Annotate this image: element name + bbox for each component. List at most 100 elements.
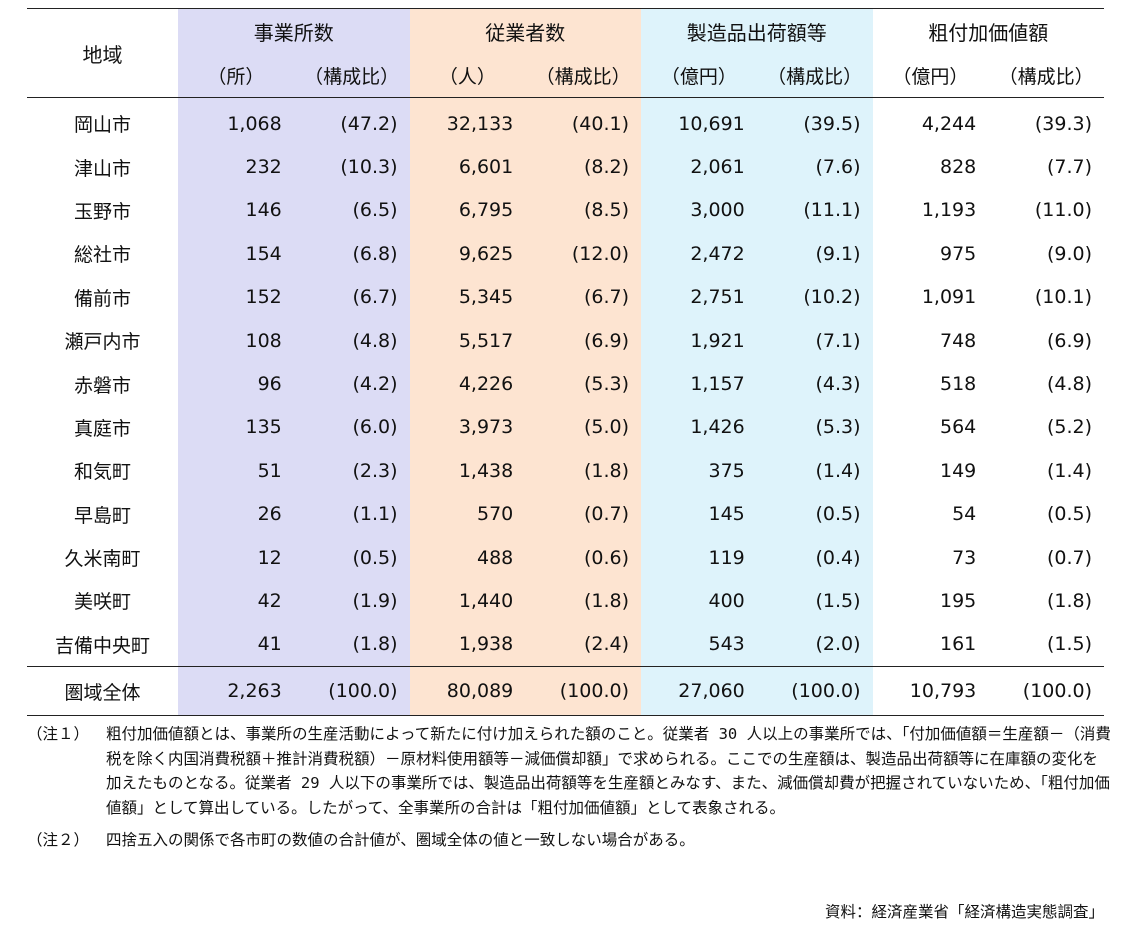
value-cell: (2.0) (756, 622, 873, 667)
value-cell: 2,751 (641, 275, 757, 319)
value-cell: 26 (178, 492, 294, 536)
region-cell: 備前市 (73, 287, 131, 310)
note-label: （注１） (27, 725, 90, 743)
region-cell: 久米南町 (64, 548, 141, 571)
value-cell: 6,795 (409, 188, 526, 233)
note-text: 四捨五入の関係で各市町の数値の合計値が、圏域全体の値と一致しない場合がある。 (106, 831, 695, 849)
value-cell: (7.7) (1046, 156, 1092, 179)
value-cell: (1.1) (293, 492, 410, 536)
value-cell: (2.4) (525, 622, 641, 667)
value-cell: (7.6) (756, 145, 873, 189)
value-cell: 570 (409, 492, 526, 536)
value-cell: (47.2) (293, 97, 410, 146)
value-cell: (0.4) (756, 535, 873, 580)
value-cell: 564 (939, 416, 977, 439)
unit-header: （億円） (872, 54, 989, 98)
table-row: 玉野市 146 (6.5) 6,795 (8.5) 3,000 (11.1) 1,193 (11… (27, 188, 1104, 233)
value-cell: 1,068 (178, 97, 294, 146)
total-cell: 80,089 (409, 666, 526, 717)
value-cell: (1.5) (1046, 633, 1092, 656)
value-cell: (9.0) (1046, 242, 1092, 265)
value-cell: (10.1) (1034, 286, 1092, 309)
group-header-employees: 従業者数 (409, 8, 641, 54)
total-cell: (100.0) (988, 666, 1104, 717)
unit-header: （構成比） (525, 54, 641, 98)
note-label: （注２） (27, 831, 90, 849)
table-total: 圏域全体 2,263 (100.0) 80,089 (100.0) 27,060… (27, 666, 1104, 717)
value-cell: (0.7) (1046, 546, 1092, 569)
value-cell: 161 (939, 633, 977, 656)
value-cell: 518 (939, 373, 977, 396)
value-cell: 135 (178, 405, 294, 450)
unit-header: （所） (178, 54, 294, 98)
value-cell: (0.5) (756, 492, 873, 536)
value-cell: (0.6) (525, 535, 641, 580)
value-cell: (40.1) (525, 97, 641, 146)
value-cell: 4,244 (921, 112, 977, 135)
value-cell: (11.1) (756, 188, 873, 233)
statistics-table: 地域 事業所数 従業者数 製造品出荷額等 粗付加価値額 （所） （構成比） （人… (27, 8, 1104, 717)
value-cell: (1.8) (293, 622, 410, 667)
region-cell: 真庭市 (73, 417, 131, 440)
value-cell: (6.5) (293, 188, 410, 233)
value-cell: (6.9) (1046, 329, 1092, 352)
table-row: 瀬戸内市 108 (4.8) 5,517 (6.9) 1,921 (7.1) 748 (6.9) (27, 318, 1104, 363)
value-cell: (1.8) (525, 579, 641, 623)
group-header-shipments: 製造品出荷額等 (641, 8, 873, 54)
value-cell: 51 (178, 449, 294, 493)
total-label: 圏域全体 (27, 666, 178, 717)
value-cell: (39.3) (1034, 112, 1092, 135)
note-1: （注１） 粗付加価値額とは、事業所の生産活動によって新たに付け加えられた額のこと… (27, 722, 1112, 820)
value-cell: (6.7) (525, 275, 641, 319)
value-cell: 54 (952, 503, 977, 526)
value-cell: 149 (939, 459, 977, 482)
value-cell: (4.8) (293, 318, 410, 363)
value-cell: 748 (939, 329, 977, 352)
value-cell: 1,193 (921, 199, 977, 222)
table-row: 津山市 232 (10.3) 6,601 (8.2) 2,061 (7.6) 828 (7.7) (27, 145, 1104, 189)
table-row: 真庭市 135 (6.0) 3,973 (5.0) 1,426 (5.3) 564 (5.2) (27, 405, 1104, 450)
table-row: 美咲町 42 (1.9) 1,440 (1.8) 400 (1.5) 195 (1.8) (27, 579, 1104, 623)
unit-header: （構成比） (293, 54, 410, 98)
value-cell: (12.0) (525, 232, 641, 276)
region-cell: 美咲町 (73, 591, 131, 614)
table-row: 備前市 152 (6.7) 5,345 (6.7) 2,751 (10.2) 1,091 (10… (27, 275, 1104, 319)
value-cell: 119 (641, 535, 757, 580)
value-cell: 154 (178, 232, 294, 276)
unit-header: （人） (409, 54, 526, 98)
total-cell: (100.0) (756, 666, 873, 717)
value-cell: (5.3) (756, 405, 873, 450)
value-cell: (6.9) (525, 318, 641, 363)
region-cell: 津山市 (73, 157, 131, 180)
value-cell: 96 (178, 362, 294, 406)
value-cell: (4.3) (756, 362, 873, 406)
value-cell: (11.0) (1034, 199, 1092, 222)
value-cell: 41 (178, 622, 294, 667)
source-credit: 資料：経済産業省「経済構造実態調査」 (824, 903, 1104, 921)
region-cell: 玉野市 (73, 200, 131, 223)
value-cell: 1,091 (921, 286, 977, 309)
value-cell: 1,157 (641, 362, 757, 406)
value-cell: (5.2) (1046, 416, 1092, 439)
unit-header: （構成比） (756, 54, 873, 98)
value-cell: 232 (178, 145, 294, 189)
value-cell: 10,691 (641, 97, 757, 146)
value-cell: (9.1) (756, 232, 873, 276)
value-cell: (7.1) (756, 318, 873, 363)
value-cell: (0.5) (1046, 503, 1092, 526)
region-cell: 赤磐市 (73, 374, 131, 397)
value-cell: 5,345 (409, 275, 526, 319)
value-cell: 145 (641, 492, 757, 536)
value-cell: 828 (939, 156, 977, 179)
header-row-groups: 地域 事業所数 従業者数 製造品出荷額等 粗付加価値額 (27, 8, 1104, 98)
value-cell: 1,938 (409, 622, 526, 667)
unit-header: （億円） (641, 54, 757, 98)
value-cell: 195 (939, 589, 977, 612)
unit-header: （構成比） (988, 54, 1104, 98)
value-cell: (10.2) (756, 275, 873, 319)
total-row: 圏域全体 2,263 (100.0) 80,089 (100.0) 27,060… (27, 666, 1104, 717)
value-cell: (6.0) (293, 405, 410, 450)
value-cell: 3,973 (409, 405, 526, 450)
value-cell: 73 (952, 546, 977, 569)
region-cell: 総社市 (73, 244, 131, 267)
